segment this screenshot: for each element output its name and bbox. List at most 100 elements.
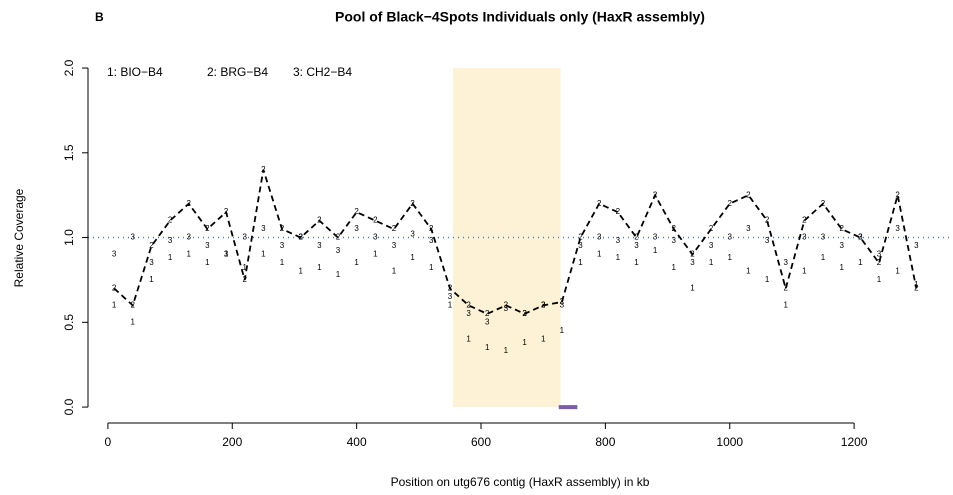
point-symbol: 1 (877, 275, 882, 284)
point-symbol: 3 (410, 229, 415, 238)
point-symbol: 1 (783, 300, 788, 309)
point-symbol: 1 (373, 250, 378, 259)
point-symbol: 1 (392, 267, 397, 276)
point-symbol: 3 (224, 250, 229, 259)
point-symbol: 3 (597, 233, 602, 242)
point-symbol: 3 (765, 236, 770, 245)
point-symbol: 2 (877, 258, 882, 267)
point-symbol: 3 (280, 241, 285, 250)
point-symbol: 2 (672, 224, 677, 233)
legend-entry: 2: BRG−B4 (207, 65, 268, 79)
x-tick-label: 600 (471, 435, 491, 449)
point-symbol: 2 (597, 199, 602, 208)
point-symbol: 1 (485, 343, 490, 352)
point-symbol: 3 (149, 258, 154, 267)
point-symbol: 2 (224, 207, 229, 216)
x-axis-label: Position on utg676 contig (HaxR assembly… (391, 475, 650, 489)
point-symbol: 1 (653, 246, 658, 255)
point-symbol: 1 (205, 258, 210, 267)
point-symbol: 3 (131, 233, 136, 242)
point-symbol: 1 (149, 275, 154, 284)
point-symbol: 1 (354, 258, 359, 267)
point-symbol: 2 (709, 224, 714, 233)
point-symbol: 3 (541, 300, 546, 309)
point-symbol: 2 (578, 233, 583, 242)
point-symbol: 3 (354, 224, 359, 233)
point-symbol: 3 (522, 309, 527, 318)
point-symbol: 2 (728, 199, 733, 208)
legend-entry: 1: BIO−B4 (107, 65, 163, 79)
point-symbol: 2 (429, 224, 434, 233)
y-tick-label: 2.0 (62, 59, 76, 76)
point-symbol: 3 (205, 241, 210, 250)
point-symbol: 3 (634, 241, 639, 250)
point-symbol: 3 (448, 292, 453, 301)
x-tick-label: 200 (222, 435, 242, 449)
point-symbol: 1 (429, 263, 434, 272)
point-symbol: 1 (448, 300, 453, 309)
point-symbol: 2 (280, 224, 285, 233)
point-symbol: 3 (858, 233, 863, 242)
point-symbol: 2 (410, 199, 415, 208)
point-symbol: 2 (783, 284, 788, 293)
point-symbol: 1 (839, 263, 844, 272)
point-symbol: 1 (187, 250, 192, 259)
point-symbol: 2 (839, 224, 844, 233)
point-symbol: 2 (354, 207, 359, 216)
point-symbol: 1 (765, 275, 770, 284)
point-symbol: 2 (821, 199, 826, 208)
series-line (113, 169, 918, 315)
point-symbol: 1 (242, 263, 247, 272)
point-symbol: 3 (709, 241, 714, 250)
point-symbol: 1 (410, 253, 415, 262)
point-symbol: 2 (373, 216, 378, 225)
point-symbol: 3 (112, 250, 117, 259)
point-symbol: 2 (765, 216, 770, 225)
point-symbol: 2 (261, 165, 266, 174)
point-symbol: 1 (131, 317, 136, 326)
point-symbol: 1 (597, 250, 602, 259)
point-symbol: 2 (448, 284, 453, 293)
point-symbol: 2 (802, 216, 807, 225)
point-symbol: 2 (298, 233, 303, 242)
point-symbol: 3 (485, 317, 490, 326)
point-symbol: 3 (895, 224, 900, 233)
point-symbol: 3 (429, 236, 434, 245)
point-symbol: 1 (709, 258, 714, 267)
point-symbol: 1 (634, 258, 639, 267)
point-symbol: 1 (672, 263, 677, 272)
x-tick-label: 1000 (716, 435, 743, 449)
point-symbol: 2 (131, 300, 136, 309)
point-symbol: 2 (336, 233, 341, 242)
point-symbol: 1 (224, 250, 229, 259)
point-symbol: 2 (616, 207, 621, 216)
point-symbol: 3 (672, 236, 677, 245)
point-symbol: 2 (522, 309, 527, 318)
point-symbol: 2 (634, 233, 639, 242)
point-symbol: 3 (298, 233, 303, 242)
point-symbol: 3 (336, 246, 341, 255)
chart-title: Pool of Black−4Spots Individuals only (H… (335, 9, 705, 25)
point-symbol: 3 (616, 236, 621, 245)
point-symbol: 2 (485, 309, 490, 318)
point-symbol: 1 (541, 334, 546, 343)
point-symbol: 3 (504, 304, 509, 313)
point-symbol: 1 (821, 253, 826, 262)
point-symbol: 2 (690, 250, 695, 259)
highlight-region (453, 68, 561, 408)
point-symbol: 3 (839, 241, 844, 250)
x-tick-label: 400 (347, 435, 367, 449)
point-symbol: 2 (653, 190, 658, 199)
point-symbol: 1 (168, 253, 173, 262)
y-tick-label: 1.5 (62, 144, 76, 161)
point-symbol: 3 (168, 236, 173, 245)
point-symbol: 3 (392, 241, 397, 250)
point-symbol: 3 (728, 233, 733, 242)
point-symbol: 1 (690, 284, 695, 293)
point-symbol: 1 (560, 326, 565, 335)
point-symbol: 1 (298, 267, 303, 276)
point-symbol: 3 (466, 309, 471, 318)
point-symbol: 2 (168, 216, 173, 225)
point-symbol: 2 (858, 233, 863, 242)
